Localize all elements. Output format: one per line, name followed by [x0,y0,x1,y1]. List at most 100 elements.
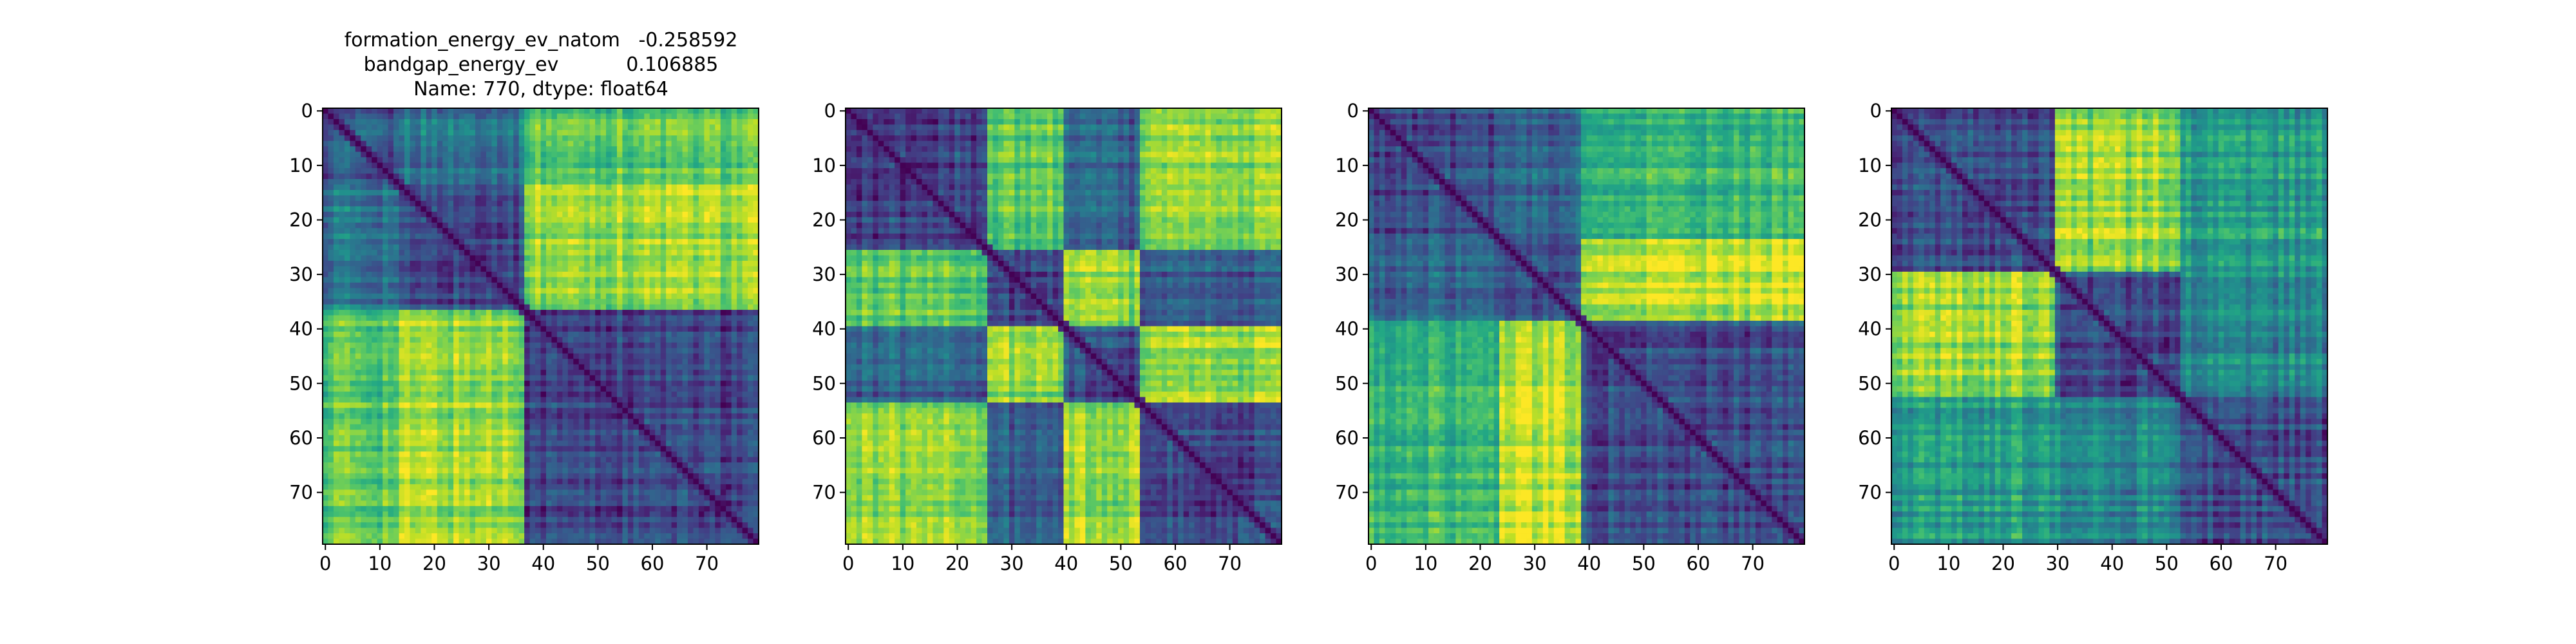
heatmap-cell [497,108,503,114]
heatmap-cell [404,408,410,413]
heatmap-cell [584,277,590,283]
heatmap-cell [672,201,677,207]
heatmap-cell [748,130,753,136]
heatmap-cell [453,283,459,289]
heatmap-cell [704,440,710,446]
heatmap-cell [622,250,628,256]
heatmap-cell [410,195,415,201]
heatmap-cell [372,250,377,256]
heatmap-cell [524,299,530,305]
heatmap-cell [590,386,596,392]
heatmap-cell [601,272,607,278]
heatmap-cell [469,124,475,130]
heatmap-cell [377,288,383,294]
heatmap-cell [579,277,585,283]
heatmap-cell [541,277,547,283]
heatmap-cell [355,375,361,381]
heatmap-cell [491,212,497,218]
heatmap-cell [421,206,426,212]
heatmap-cell [328,327,334,332]
heatmap-cell [366,266,372,272]
heatmap-cell [513,305,519,310]
heatmap-cell [622,397,628,403]
heatmap-cell [639,217,645,223]
heatmap-cell [584,201,590,207]
heatmap-cell [513,402,519,408]
heatmap-cell [557,277,563,283]
heatmap-cell [355,174,361,180]
heatmap-cell [568,288,574,294]
heatmap-cell [617,108,623,114]
heatmap-cell [399,157,404,163]
heatmap-cell [491,277,497,283]
heatmap-cell [339,365,345,370]
heatmap-cell [497,239,503,245]
heatmap-cell [475,174,481,180]
heatmap-cell [584,316,590,321]
heatmap-cell [393,430,399,435]
heatmap-cell [404,174,410,180]
heatmap-cell [366,108,372,114]
heatmap-cell [497,343,503,348]
heatmap-cell [448,157,454,163]
heatmap-cell [437,146,443,152]
heatmap-cell [475,408,481,413]
heatmap-cell [442,130,448,136]
heatmap-cell [345,250,350,256]
heatmap-cell [345,343,350,348]
heatmap-cell [459,250,465,256]
heatmap-cell [437,294,443,299]
heatmap-cell [459,365,465,370]
heatmap-cell [334,135,339,141]
heatmap-cell [633,337,639,343]
heatmap-cell [410,228,415,234]
heatmap-cell [421,179,426,185]
heatmap-cell [334,299,339,305]
heatmap-cell [383,113,388,119]
heatmap-cell [377,190,383,196]
heatmap-cell [661,305,667,310]
heatmap-cell [524,332,530,337]
heatmap-cell [644,190,650,196]
heatmap-cell [710,206,715,212]
heatmap-cell [366,408,372,413]
heatmap-cell [388,163,394,169]
heatmap-cell [366,179,372,185]
heatmap-cell [355,446,361,452]
heatmap-cell [459,435,465,441]
heatmap-cell [361,245,366,251]
heatmap-cell [590,272,596,278]
heatmap-cell [737,397,743,403]
heatmap-cell [732,174,737,180]
heatmap-cell [486,332,492,337]
heatmap-cell [715,206,721,212]
heatmap-cell [732,217,737,223]
heatmap-cell [480,119,486,125]
heatmap-cell [683,305,688,310]
heatmap-cell [541,288,547,294]
heatmap-cell [748,440,753,446]
heatmap-cell [448,135,454,141]
heatmap-cell [590,310,596,316]
heatmap-cell [345,305,350,310]
heatmap-cell [459,348,465,354]
heatmap-cell [524,272,530,278]
heatmap-cell [557,206,563,212]
heatmap-cell [388,370,394,375]
heatmap-cell [328,397,334,403]
heatmap-cell [350,152,355,158]
heatmap-cell [491,375,497,381]
heatmap-cell [453,359,459,365]
heatmap-cell [677,157,683,163]
heatmap-cell [350,255,355,261]
heatmap-cell [633,435,639,441]
heatmap-cell [573,239,579,245]
heatmap-cell [388,228,394,234]
heatmap-cell [404,157,410,163]
heatmap-cell [579,250,585,256]
heatmap-cell [339,234,345,240]
heatmap-cell [383,348,388,354]
heatmap-cell [437,354,443,359]
heatmap-cell [590,370,596,375]
heatmap-cell [383,174,388,180]
